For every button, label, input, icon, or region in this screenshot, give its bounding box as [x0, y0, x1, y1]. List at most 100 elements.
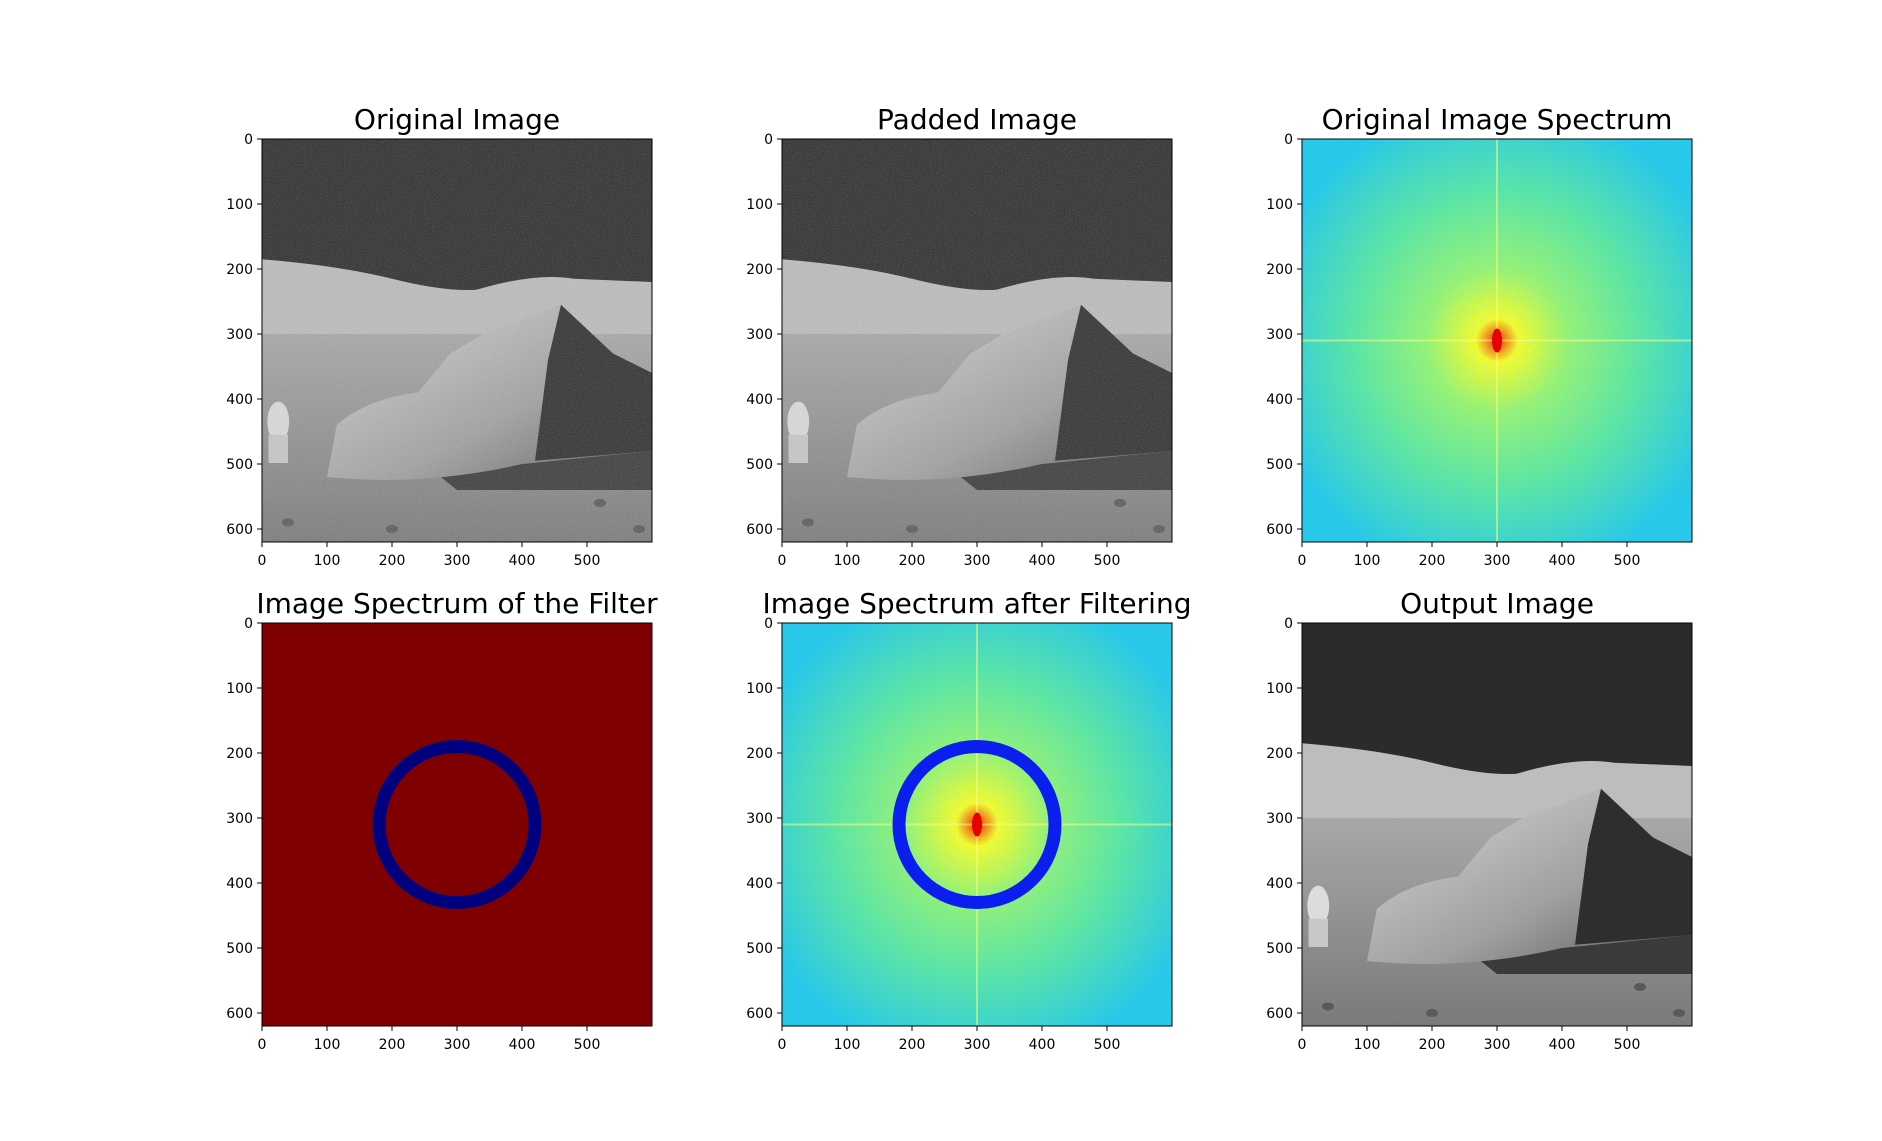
- y-tick-label: 0: [1284, 132, 1293, 148]
- x-tick-label: 100: [1354, 1037, 1381, 1053]
- y-tick-label: 300: [1266, 327, 1293, 343]
- y-tick-label: 600: [226, 522, 253, 538]
- subplot-image: [262, 623, 652, 1026]
- boulder-shade: [1575, 788, 1692, 945]
- x-tick-label: 500: [1094, 1037, 1121, 1053]
- x-tick-label: 500: [574, 1037, 601, 1053]
- x-tick-label: 200: [379, 1037, 406, 1053]
- x-tick-label: 400: [1029, 553, 1056, 569]
- x-tick-label: 100: [834, 1037, 861, 1053]
- x-tick-label: 200: [379, 553, 406, 569]
- x-tick-label: 0: [778, 553, 787, 569]
- y-tick-label: 0: [1284, 616, 1293, 632]
- y-tick-label: 300: [746, 327, 773, 343]
- spectrum-dc-peak: [1492, 328, 1502, 353]
- subplot-title: Image Spectrum of the Filter: [256, 587, 658, 620]
- y-tick-label: 500: [1266, 457, 1293, 473]
- y-tick-label: 500: [1266, 941, 1293, 957]
- y-tick-label: 300: [226, 811, 253, 827]
- y-tick-label: 500: [226, 457, 253, 473]
- y-tick-label: 500: [226, 941, 253, 957]
- y-tick-label: 200: [226, 746, 253, 762]
- x-tick-label: 400: [509, 553, 536, 569]
- x-tick-label: 200: [1419, 553, 1446, 569]
- y-tick-label: 400: [226, 392, 253, 408]
- pebble: [1426, 1009, 1438, 1017]
- y-tick-label: 200: [226, 262, 253, 278]
- subplot-image: [1302, 623, 1692, 1026]
- x-tick-label: 500: [1614, 1037, 1641, 1053]
- subplot-image: [782, 623, 1172, 1026]
- x-tick-label: 200: [899, 1037, 926, 1053]
- subplot-1: Original Image 0 100 200 300 400 500 0 100 200 300…: [226, 103, 653, 569]
- subplot-2: Padded Image 0 100 200 300 400 500 0 100 200 300 40…: [746, 103, 1173, 569]
- x-tick-label: 0: [1298, 1037, 1307, 1053]
- x-tick-label: 500: [1614, 553, 1641, 569]
- y-tick-label: 300: [226, 327, 253, 343]
- y-tick-label: 0: [244, 616, 253, 632]
- y-tick-label: 200: [746, 746, 773, 762]
- x-tick-label: 100: [834, 553, 861, 569]
- spectrum-dc-peak: [972, 812, 982, 837]
- x-tick-label: 0: [778, 1037, 787, 1053]
- y-tick-label: 300: [746, 811, 773, 827]
- pebble: [1634, 983, 1646, 991]
- x-tick-label: 400: [1549, 1037, 1576, 1053]
- y-tick-label: 400: [226, 876, 253, 892]
- noise-overlay: [262, 139, 652, 542]
- x-tick-label: 400: [509, 1037, 536, 1053]
- x-tick-label: 300: [964, 1037, 991, 1053]
- subplot-title: Image Spectrum after Filtering: [763, 587, 1192, 620]
- subplot-3: Original Image Spectrum 0 100 200 300 400 500 0…: [1266, 103, 1693, 569]
- y-tick-label: 0: [764, 132, 773, 148]
- x-tick-label: 0: [258, 553, 267, 569]
- y-tick-label: 0: [764, 616, 773, 632]
- x-tick-label: 100: [314, 1037, 341, 1053]
- x-tick-label: 300: [1484, 553, 1511, 569]
- filter-ring: [372, 740, 542, 909]
- y-tick-label: 500: [746, 941, 773, 957]
- y-tick-label: 0: [244, 132, 253, 148]
- y-tick-label: 100: [226, 681, 253, 697]
- x-tick-label: 400: [1029, 1037, 1056, 1053]
- y-tick-label: 200: [1266, 746, 1293, 762]
- subplot-image: [1302, 139, 1692, 542]
- x-tick-label: 300: [444, 1037, 471, 1053]
- subplot-image: [262, 139, 652, 542]
- y-tick-label: 600: [1266, 1006, 1293, 1022]
- y-tick-label: 600: [746, 522, 773, 538]
- subplot-title: Original Image: [354, 103, 560, 136]
- pebble: [1673, 1009, 1685, 1017]
- y-tick-label: 100: [1266, 197, 1293, 213]
- x-tick-label: 100: [1354, 553, 1381, 569]
- y-tick-label: 500: [746, 457, 773, 473]
- subplot-image: [782, 139, 1172, 542]
- y-tick-label: 100: [746, 681, 773, 697]
- y-tick-label: 400: [746, 876, 773, 892]
- x-tick-label: 200: [899, 553, 926, 569]
- y-tick-label: 400: [1266, 876, 1293, 892]
- y-tick-label: 200: [746, 262, 773, 278]
- x-tick-label: 100: [314, 553, 341, 569]
- astronaut: [1307, 885, 1330, 926]
- x-tick-label: 300: [444, 553, 471, 569]
- x-tick-label: 400: [1549, 553, 1576, 569]
- y-tick-label: 200: [1266, 262, 1293, 278]
- subplot-title: Padded Image: [877, 103, 1077, 136]
- y-tick-label: 600: [746, 1006, 773, 1022]
- x-tick-label: 0: [1298, 553, 1307, 569]
- subplot-title: Original Image Spectrum: [1322, 103, 1673, 136]
- x-tick-label: 200: [1419, 1037, 1446, 1053]
- x-tick-label: 500: [574, 553, 601, 569]
- y-tick-label: 600: [226, 1006, 253, 1022]
- x-tick-label: 300: [1484, 1037, 1511, 1053]
- x-tick-label: 500: [1094, 553, 1121, 569]
- y-tick-label: 600: [1266, 522, 1293, 538]
- astronaut-body: [1308, 918, 1328, 947]
- x-tick-label: 0: [258, 1037, 267, 1053]
- noise-overlay: [782, 139, 1172, 542]
- filter-ring: [892, 740, 1062, 909]
